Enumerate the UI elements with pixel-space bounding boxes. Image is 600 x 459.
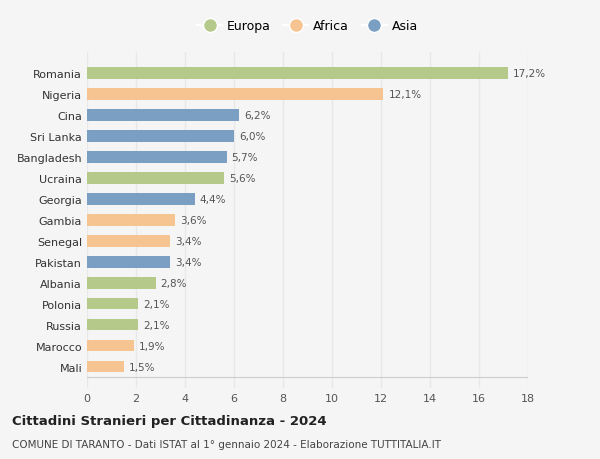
Text: 6,0%: 6,0% <box>239 132 265 141</box>
Text: 3,6%: 3,6% <box>180 215 206 225</box>
Bar <box>87 277 155 289</box>
Bar <box>87 110 239 121</box>
Text: 2,8%: 2,8% <box>161 278 187 288</box>
Text: COMUNE DI TARANTO - Dati ISTAT al 1° gennaio 2024 - Elaborazione TUTTITALIA.IT: COMUNE DI TARANTO - Dati ISTAT al 1° gen… <box>12 440 441 449</box>
Bar <box>87 68 508 79</box>
Bar <box>87 257 170 268</box>
Bar <box>87 298 139 310</box>
Text: 3,4%: 3,4% <box>175 236 202 246</box>
Text: 2,1%: 2,1% <box>143 299 170 309</box>
Text: Cittadini Stranieri per Cittadinanza - 2024: Cittadini Stranieri per Cittadinanza - 2… <box>12 414 326 428</box>
Text: 5,7%: 5,7% <box>232 152 258 162</box>
Bar <box>87 173 224 184</box>
Text: 5,6%: 5,6% <box>229 174 256 184</box>
Bar <box>87 361 124 373</box>
Text: 2,1%: 2,1% <box>143 320 170 330</box>
Text: 12,1%: 12,1% <box>388 90 421 100</box>
Text: 3,4%: 3,4% <box>175 257 202 267</box>
Legend: Europa, Africa, Asia: Europa, Africa, Asia <box>192 16 423 39</box>
Bar <box>87 131 234 142</box>
Text: 17,2%: 17,2% <box>513 69 547 79</box>
Text: 1,5%: 1,5% <box>128 362 155 372</box>
Bar <box>87 235 170 247</box>
Text: 1,9%: 1,9% <box>139 341 165 351</box>
Bar <box>87 194 195 205</box>
Bar <box>87 152 227 163</box>
Bar <box>87 214 175 226</box>
Bar <box>87 340 134 352</box>
Bar <box>87 89 383 101</box>
Bar <box>87 319 139 331</box>
Text: 6,2%: 6,2% <box>244 111 271 121</box>
Text: 4,4%: 4,4% <box>200 195 226 204</box>
